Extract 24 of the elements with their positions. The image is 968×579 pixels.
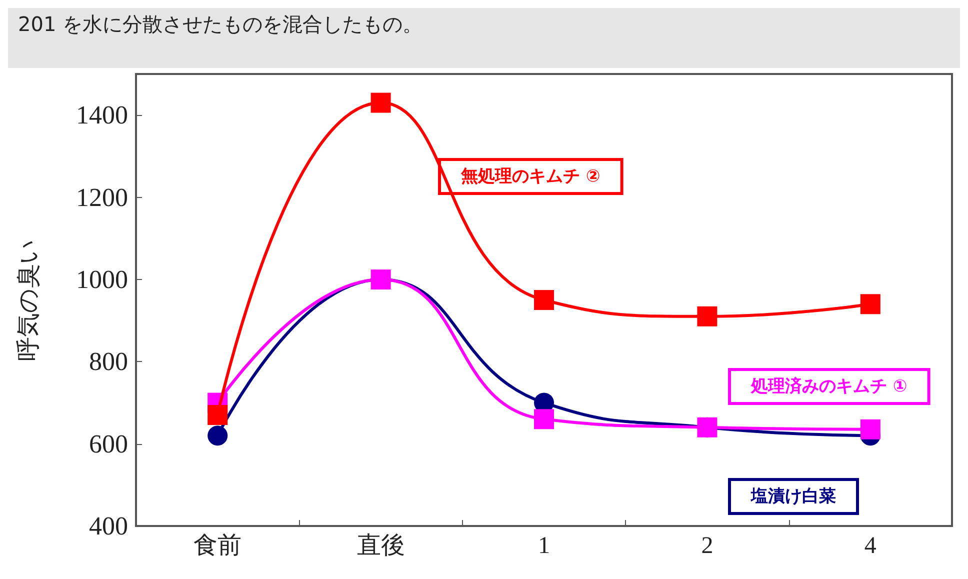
point (697, 306, 718, 326)
point (208, 426, 228, 446)
x-tick-label: 4 (864, 533, 876, 559)
point (860, 294, 880, 314)
point (534, 409, 554, 430)
x-tick-label: 直後 (356, 533, 405, 559)
point (860, 419, 880, 440)
y-tick-label: 400 (89, 512, 128, 540)
y-tick-label: 1000 (76, 264, 128, 294)
point (208, 405, 228, 426)
x-tick-label: 2 (701, 533, 714, 559)
y-tick-label: 1400 (76, 100, 128, 130)
y-tick-label: 600 (89, 429, 128, 458)
x-tick-label: 1 (538, 533, 550, 559)
text: 塩漬け白菜 (750, 486, 836, 506)
chart-subtitle: 201 を水に分散させたものを混合したもの。 (18, 12, 423, 36)
y-axis-title: 呼気の臭い (16, 239, 42, 361)
point (534, 290, 554, 310)
series-label: 無処理のキムチ ② (460, 166, 600, 186)
x-tick-label: 食前 (194, 533, 242, 559)
series-label: 処理済みのキムチ ① (750, 376, 908, 396)
y-tick-label: 1200 (76, 182, 128, 212)
point (370, 92, 391, 113)
y-tick-label: 800 (89, 347, 128, 376)
